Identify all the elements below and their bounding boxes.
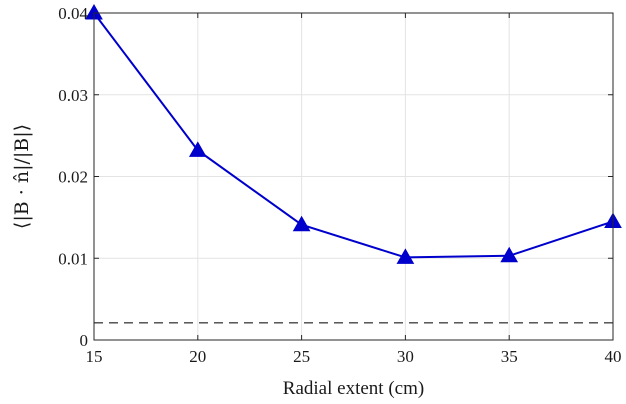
x-tick-label: 15	[86, 347, 103, 366]
x-tick-label: 25	[293, 347, 310, 366]
data-point-marker	[500, 246, 519, 263]
y-tick-label: 0.03	[58, 86, 88, 105]
axis-ticks: 15 20 25 30 35 40 0 0.01 0.02 0.03 0.04	[58, 4, 621, 366]
y-tick-label: 0.01	[58, 249, 88, 268]
data-point-marker	[188, 141, 207, 157]
y-tick-label: 0.04	[58, 4, 88, 23]
series-group	[85, 3, 622, 264]
y-tick-label: 0.02	[58, 168, 88, 187]
x-axis-label: Radial extent (cm)	[283, 378, 424, 399]
x-tick-label: 20	[189, 347, 206, 366]
data-point-marker	[396, 248, 415, 264]
grid	[93, 12, 614, 341]
y-tick-label: 0	[80, 331, 89, 350]
x-tick-label: 30	[397, 347, 414, 366]
series-line	[93, 12, 614, 259]
data-point-marker	[292, 215, 311, 232]
x-tick-label: 35	[501, 347, 518, 366]
x-tick-label: 40	[605, 347, 622, 366]
y-axis-label: ⟨|B · n̂|/|B|⟩	[11, 124, 33, 229]
